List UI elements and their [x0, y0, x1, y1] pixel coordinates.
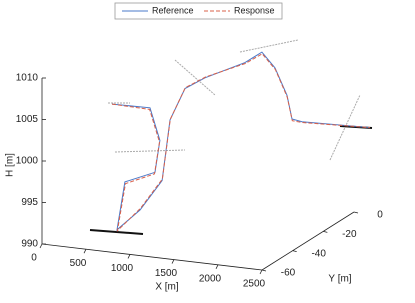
x-tick-label: 1000: [111, 263, 134, 274]
x-tick: [127, 254, 131, 259]
y-axis: [261, 211, 355, 271]
x-tick: [259, 269, 263, 275]
z-axis-label: H [m]: [5, 153, 16, 177]
z-tick-label: 1005: [16, 114, 39, 125]
y-tick: [261, 269, 267, 272]
z-tick-label: 1010: [16, 73, 39, 84]
x-tick: [83, 249, 87, 254]
y-tick: [292, 250, 297, 253]
x-axis: [41, 243, 263, 271]
x-tick-label: 2000: [199, 273, 222, 284]
trajectory-line: [111, 51, 371, 232]
x-tick-label: 0: [31, 253, 37, 264]
y-tick: [323, 230, 328, 233]
y-tick-label: 0: [377, 210, 383, 221]
z-tick-label: 995: [21, 197, 38, 208]
waypoint-decor: [108, 39, 361, 161]
waypoint-bar: [89, 229, 144, 235]
trajectory-line: [111, 53, 371, 233]
y-tick-label: -20: [342, 229, 357, 240]
legend-box: [114, 2, 283, 20]
x-tick-label: 1500: [155, 268, 178, 279]
y-axis-label: Y [m]: [328, 274, 351, 285]
x-tick: [215, 264, 219, 269]
legend-label: Reference: [152, 5, 194, 15]
x-axis-label: X [m]: [155, 282, 179, 293]
z-tick-label: 990: [21, 239, 38, 250]
y-tick-label: -60: [281, 268, 296, 279]
y-tick-label: -40: [311, 248, 326, 259]
x-tick: [171, 259, 175, 264]
x-tick-label: 2500: [243, 279, 266, 290]
y-tick: [353, 211, 359, 214]
x-tick-label: 500: [70, 258, 87, 269]
x-tick: [39, 243, 43, 249]
z-tick-label: 1000: [16, 156, 39, 167]
legend-label: Response: [234, 5, 275, 15]
